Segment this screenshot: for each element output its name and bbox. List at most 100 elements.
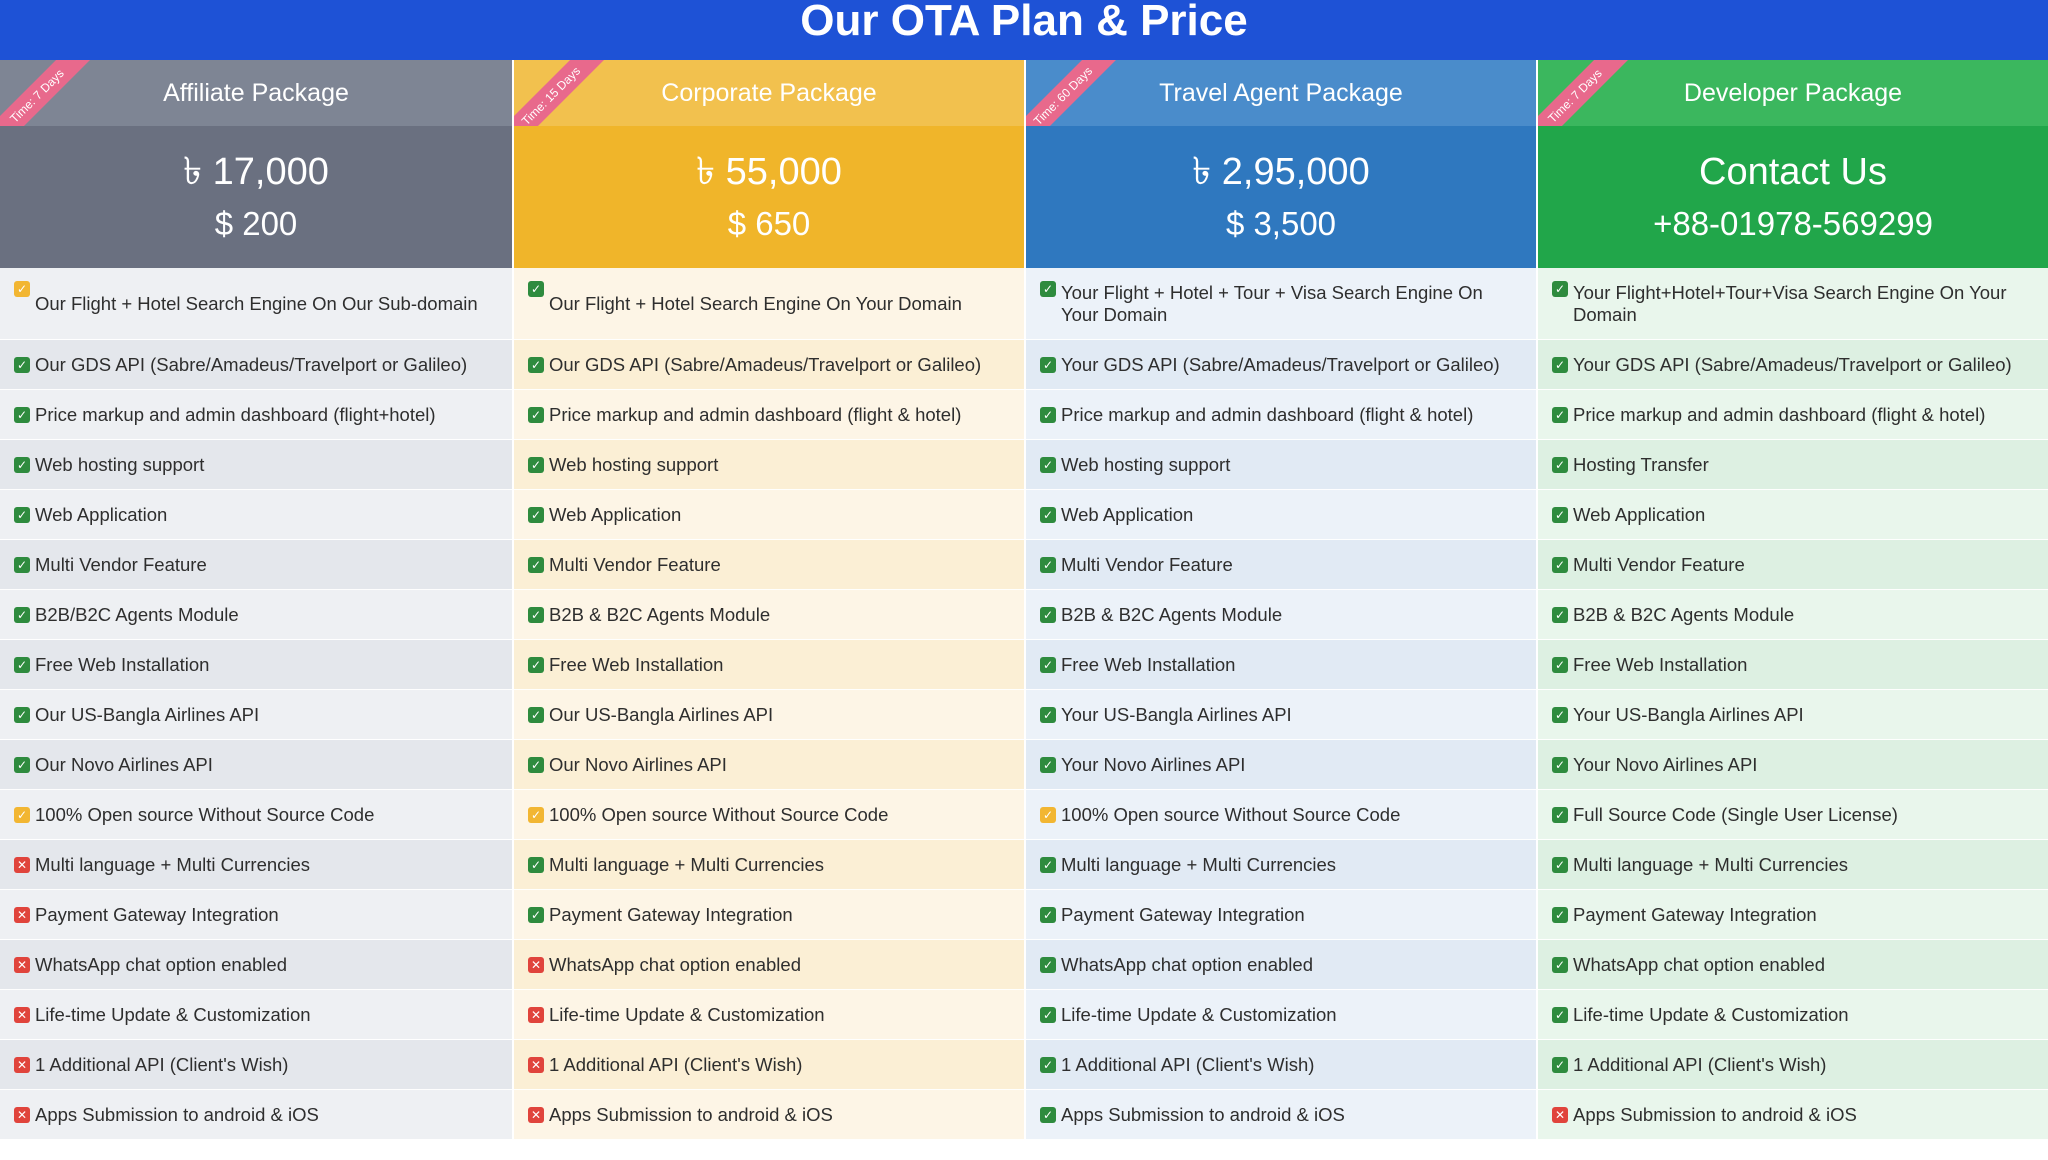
feature-item: ✓ Multi language + Multi Currencies xyxy=(1026,840,1536,890)
checkmark-icon: ✓ xyxy=(1040,706,1056,723)
feature-text: Life-time Update & Customization xyxy=(1061,1003,1337,1025)
feature-text: 100% Open source Without Source Code xyxy=(1061,803,1401,825)
checkmark-icon: ✓ xyxy=(1552,606,1568,623)
checkmark-icon: ✓ xyxy=(1040,1056,1056,1073)
checkmark-icon: ✓ xyxy=(14,506,30,523)
feature-item: ✓ Life-time Update & Customization xyxy=(1026,990,1536,1040)
feature-item: ✓ Price markup and admin dashboard (fligh… xyxy=(1538,390,2048,440)
feature-item: ✓ Web Application xyxy=(1538,490,2048,540)
price-block: Contact Us +88-01978-569299 xyxy=(1538,126,2048,268)
checkmark-icon: ✓ xyxy=(14,356,30,373)
checkmark-icon: ✓ xyxy=(1040,1106,1056,1123)
feature-item: ✕ Apps Submission to android & iOS xyxy=(1538,1090,2048,1140)
package-column: Time: 7 Days Affiliate Package ৳ 17,000 $ 2… xyxy=(0,60,512,1160)
checkmark-icon: ✓ xyxy=(1040,856,1056,873)
feature-item: ✓ Price markup and admin dashboard (fligh… xyxy=(1026,390,1536,440)
feature-item: ✓ Your US-Bangla Airlines API xyxy=(1538,690,2048,740)
feature-item: ✓ Your Flight + Hotel + Tour + Visa Searc… xyxy=(1026,268,1536,340)
feature-text: Your US-Bangla Airlines API xyxy=(1061,703,1292,725)
cross-icon: ✕ xyxy=(14,856,30,873)
price-primary: Contact Us xyxy=(1699,151,1887,193)
checkmark-icon: ✓ xyxy=(1552,856,1568,873)
price-block: ৳ 55,000 $ 650 xyxy=(514,126,1024,268)
feature-text: Multi language + Multi Currencies xyxy=(1061,853,1337,875)
feature-item: ✓ Price markup and admin dashboard (fligh… xyxy=(0,390,512,440)
feature-text: 100% Open source Without Source Code xyxy=(549,803,889,825)
feature-text: Life-time Update & Customization xyxy=(35,1003,311,1025)
package-header: Time: 7 Days Affiliate Package xyxy=(0,60,512,126)
cross-icon: ✕ xyxy=(528,1006,544,1023)
feature-item: ✕ Apps Submission to android & iOS xyxy=(514,1090,1024,1140)
feature-text: Your US-Bangla Airlines API xyxy=(1573,703,1804,725)
feature-item: ✓ Multi language + Multi Currencies xyxy=(514,840,1024,890)
feature-text: WhatsApp chat option enabled xyxy=(35,953,287,975)
cross-icon: ✕ xyxy=(14,1106,30,1123)
feature-text: Multi Vendor Feature xyxy=(1061,553,1233,575)
feature-item: ✓ B2B & B2C Agents Module xyxy=(1538,590,2048,640)
checkmark-icon: ✓ xyxy=(528,281,544,297)
checkmark-icon: ✓ xyxy=(1552,956,1568,973)
feature-list: ✓ Your Flight+Hotel+Tour+Visa Search Engi… xyxy=(1538,268,2048,1140)
feature-item: ✓ Apps Submission to android & iOS xyxy=(1026,1090,1536,1140)
feature-item: ✓ Your US-Bangla Airlines API xyxy=(1026,690,1536,740)
feature-item: ✓ Our US-Bangla Airlines API xyxy=(514,690,1024,740)
feature-text: Your GDS API (Sabre/Amadeus/Travelport o… xyxy=(1573,353,2012,375)
feature-item: ✓ B2B & B2C Agents Module xyxy=(514,590,1024,640)
checkmark-icon: ✓ xyxy=(528,856,544,873)
feature-text: Web hosting support xyxy=(1061,453,1231,475)
checkmark-icon: ✓ xyxy=(528,456,544,473)
feature-item: ✓ Web hosting support xyxy=(0,440,512,490)
checkmark-icon: ✓ xyxy=(1040,356,1056,373)
feature-text: Our GDS API (Sabre/Amadeus/Travelport or… xyxy=(549,353,982,375)
partial-check-icon: ✓ xyxy=(528,806,544,823)
feature-item: ✓ Web hosting support xyxy=(514,440,1024,490)
pricing-grid: Time: 7 Days Affiliate Package ৳ 17,000 $ 2… xyxy=(0,60,2048,1160)
package-name: Affiliate Package xyxy=(163,79,349,107)
checkmark-icon: ✓ xyxy=(1552,1056,1568,1073)
feature-item: ✓ Web Application xyxy=(0,490,512,540)
checkmark-icon: ✓ xyxy=(528,506,544,523)
feature-text: Multi language + Multi Currencies xyxy=(549,853,825,875)
feature-item: ✓ Our Novo Airlines API xyxy=(0,740,512,790)
feature-list: ✓ Our Flight + Hotel Search Engine On Our… xyxy=(0,268,512,1140)
checkmark-icon: ✓ xyxy=(528,656,544,673)
feature-text: Price markup and admin dashboard (flight… xyxy=(549,403,962,425)
feature-text: Free Web Installation xyxy=(1061,653,1236,675)
checkmark-icon: ✓ xyxy=(1552,656,1568,673)
cross-icon: ✕ xyxy=(14,1056,30,1073)
partial-check-icon: ✓ xyxy=(14,806,30,823)
feature-text: WhatsApp chat option enabled xyxy=(1061,953,1313,975)
feature-text: Free Web Installation xyxy=(35,653,210,675)
feature-item: ✓ Payment Gateway Integration xyxy=(514,890,1024,940)
checkmark-icon: ✓ xyxy=(1552,456,1568,473)
duration-ribbon: Time: 7 Days xyxy=(1538,60,1644,126)
feature-text: Web Application xyxy=(1061,503,1194,525)
package-name: Corporate Package xyxy=(661,79,877,107)
checkmark-icon: ✓ xyxy=(528,706,544,723)
feature-item: ✓ Your Flight+Hotel+Tour+Visa Search Engi… xyxy=(1538,268,2048,340)
feature-item: ✓ Your GDS API (Sabre/Amadeus/Travelport … xyxy=(1026,340,1536,390)
feature-text: Free Web Installation xyxy=(549,653,724,675)
feature-text: Multi Vendor Feature xyxy=(35,553,207,575)
checkmark-icon: ✓ xyxy=(1552,906,1568,923)
feature-text: WhatsApp chat option enabled xyxy=(549,953,801,975)
feature-item: ✕ WhatsApp chat option enabled xyxy=(514,940,1024,990)
feature-text: Payment Gateway Integration xyxy=(35,903,279,925)
feature-item: ✓ Web Application xyxy=(1026,490,1536,540)
feature-item: ✓ Payment Gateway Integration xyxy=(1538,890,2048,940)
feature-text: 1 Additional API (Client's Wish) xyxy=(1061,1053,1315,1075)
checkmark-icon: ✓ xyxy=(14,456,30,473)
checkmark-icon: ✓ xyxy=(1552,281,1568,297)
checkmark-icon: ✓ xyxy=(1552,706,1568,723)
checkmark-icon: ✓ xyxy=(1552,356,1568,373)
checkmark-icon: ✓ xyxy=(1552,406,1568,423)
feature-text: Our US-Bangla Airlines API xyxy=(549,703,774,725)
feature-item: ✓ Hosting Transfer xyxy=(1538,440,2048,490)
checkmark-icon: ✓ xyxy=(1040,1006,1056,1023)
feature-text: Apps Submission to android & iOS xyxy=(35,1103,319,1125)
feature-item: ✓ 1 Additional API (Client's Wish) xyxy=(1538,1040,2048,1090)
feature-text: Payment Gateway Integration xyxy=(1061,903,1305,925)
feature-item: ✓ Web Application xyxy=(514,490,1024,540)
feature-text: Multi language + Multi Currencies xyxy=(35,853,311,875)
feature-item: ✓ Multi language + Multi Currencies xyxy=(1538,840,2048,890)
